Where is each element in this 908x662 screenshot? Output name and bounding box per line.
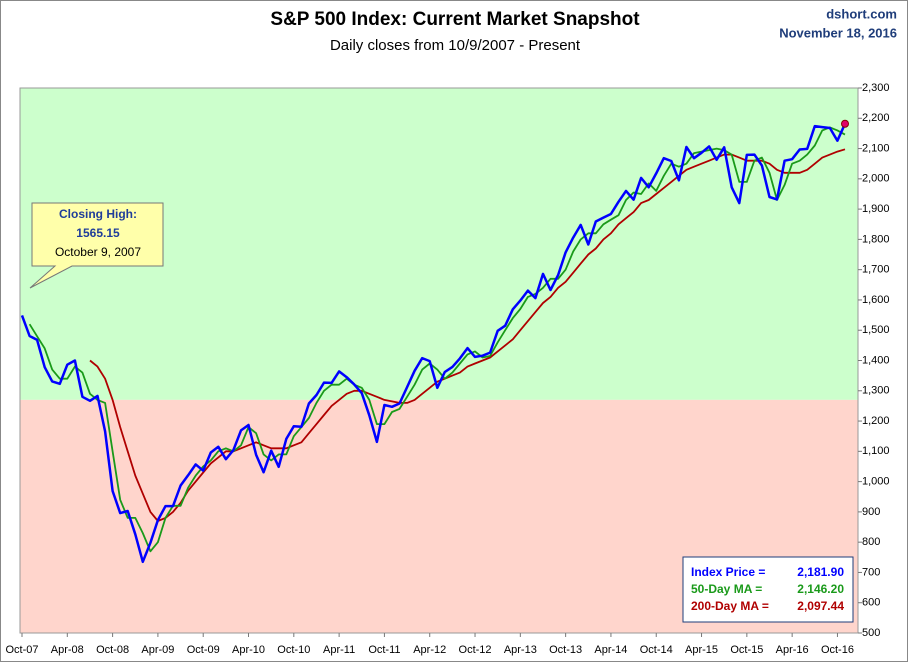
series-line <box>20 123 847 564</box>
chart-subtitle: Daily closes from 10/9/2007 - Present <box>330 37 581 54</box>
callout-text: October 9, 2007 <box>55 245 141 259</box>
y-tick-label: 1,900 <box>862 203 890 215</box>
y-tick-label: 1,700 <box>862 264 890 276</box>
y-tick-label: 1,800 <box>862 233 890 245</box>
readout-value: 2,097.44 <box>797 599 844 613</box>
x-tick-label: Apr-12 <box>413 644 446 656</box>
y-tick-label: 800 <box>862 536 880 548</box>
readout-value: 2,146.20 <box>797 582 844 596</box>
x-tick-label: Oct-13 <box>549 644 582 656</box>
x-tick-label: Oct-15 <box>730 644 763 656</box>
callout-text: 1565.15 <box>76 226 120 240</box>
x-tick-label: Apr-14 <box>594 644 627 656</box>
y-tick-label: 1,500 <box>862 324 890 336</box>
readout-label: 50-Day MA = <box>691 582 762 596</box>
readout-value: 2,181.90 <box>797 565 844 579</box>
x-tick-label: Apr-13 <box>504 644 537 656</box>
readout-box <box>682 556 854 623</box>
y-tick-label: 1,000 <box>862 476 890 488</box>
x-tick-label: Oct-08 <box>96 644 129 656</box>
chart-title: S&P 500 Index: Current Market Snapshot <box>270 9 640 30</box>
end-marker <box>841 119 849 128</box>
y-tick-label: 2,200 <box>862 112 890 124</box>
y-tick-label: 1,300 <box>862 385 890 397</box>
series-line <box>28 126 846 553</box>
x-tick-label: Oct-12 <box>459 644 492 656</box>
y-tick-label: 2,100 <box>862 142 890 154</box>
x-tick-label: Oct-09 <box>187 644 220 656</box>
x-tick-label: Apr-11 <box>323 644 355 656</box>
y-tick-label: 2,300 <box>862 82 890 94</box>
date: November 18, 2016 <box>779 25 897 40</box>
x-tick-label: Oct-16 <box>821 644 854 656</box>
y-tick-label: 1,600 <box>862 294 890 306</box>
y-tick-label: 2,000 <box>862 173 890 185</box>
x-tick-label: Apr-10 <box>232 644 265 656</box>
y-tick-label: 700 <box>862 566 880 578</box>
x-tick-label: Oct-14 <box>640 644 673 656</box>
readout-label: 200-Day MA = <box>691 599 769 613</box>
y-tick-label: 1,100 <box>862 445 890 457</box>
x-tick-label: Oct-07 <box>5 644 38 656</box>
y-tick-label: 500 <box>862 627 880 639</box>
readout-label: Index Price = <box>691 565 765 579</box>
source: dshort.com <box>826 6 897 21</box>
x-tick-label: Oct-11 <box>368 644 400 656</box>
x-tick-label: Apr-16 <box>776 644 809 656</box>
x-tick-label: Oct-10 <box>277 644 310 656</box>
callout-box <box>29 202 164 289</box>
y-tick-label: 600 <box>862 597 880 609</box>
y-tick-label: 900 <box>862 506 880 518</box>
callout-text: Closing High: <box>59 207 137 221</box>
x-tick-label: Apr-08 <box>51 644 84 656</box>
x-tick-label: Apr-09 <box>141 644 174 656</box>
x-tick-label: Apr-15 <box>685 644 718 656</box>
y-tick-label: 1,200 <box>862 415 890 427</box>
y-tick-label: 1,400 <box>862 354 890 366</box>
